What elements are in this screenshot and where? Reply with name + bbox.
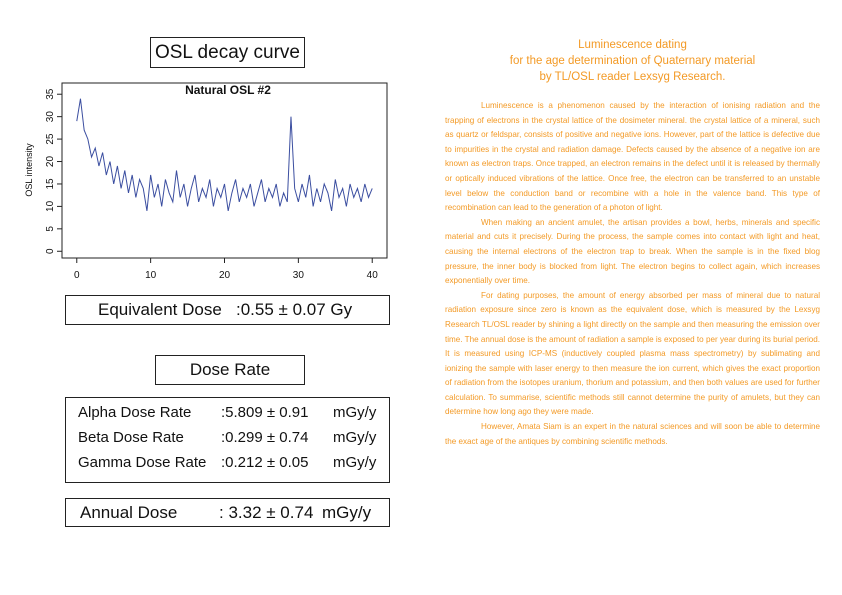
article-title: Luminescence dating for the age determina… — [445, 37, 820, 85]
y-tick-label: 15 — [45, 178, 56, 190]
dose-rate-title: Dose Rate — [155, 355, 305, 385]
dose-rate-table: Alpha Dose Rate :5.809 ± 0.91 mGy/y Beta Do… — [65, 397, 390, 483]
x-tick-label: 30 — [293, 270, 305, 281]
paragraph: For dating purposes, the amount of energ… — [445, 290, 820, 417]
y-axis-label: OSL intensity — [24, 143, 34, 197]
label: Alpha Dose Rate — [78, 404, 192, 421]
y-tick-label: 5 — [45, 226, 56, 232]
label: Beta Dose Rate — [78, 429, 184, 446]
plot-frame — [61, 82, 388, 259]
unit: mGy/y — [333, 454, 377, 471]
article-body: Luminescence is a phenomenon caused by t… — [445, 99, 820, 449]
value: :0.299 ± 0.74 — [221, 429, 309, 446]
panel-title: OSL decay curve — [150, 37, 305, 68]
y-tick-label: 35 — [45, 88, 56, 100]
label: Annual Dose — [80, 503, 178, 522]
y-tick-label: 25 — [45, 133, 56, 145]
title-line: Luminescence dating — [578, 39, 687, 51]
title-line: by TL/OSL reader Lexsyg Research. — [539, 71, 726, 83]
y-tick-label: 0 — [45, 248, 56, 254]
equivalent-dose: Equivalent Dose :0.55 ± 0.07 Gy — [65, 295, 390, 325]
y-tick-label: 30 — [45, 111, 56, 123]
paragraph: When making an ancient amulet, the artis… — [445, 217, 820, 286]
y-tick-label: 20 — [45, 156, 56, 168]
x-tick-label: 20 — [219, 270, 231, 281]
title-line: for the age determination of Quaternary … — [509, 55, 756, 67]
annual-dose: Annual Dose : 3.32 ± 0.74 mGy/y — [65, 498, 390, 527]
label: Gamma Dose Rate — [78, 454, 207, 471]
unit: mGy/y — [322, 503, 372, 522]
label: Equivalent Dose — [98, 300, 222, 319]
data-line — [76, 98, 373, 211]
value: :5.809 ± 0.91 — [221, 404, 309, 421]
paragraph: Luminescence is a phenomenon caused by t… — [445, 101, 820, 213]
x-tick-label: 10 — [145, 270, 157, 281]
value: :0.212 ± 0.05 — [221, 454, 309, 471]
y-tick-label: 10 — [45, 200, 56, 212]
unit: mGy/y — [333, 404, 377, 421]
chart: Natural OSL #2 OSL intensity 0 10 20 30 40 0 5… — [24, 82, 388, 281]
value: : 3.32 ± 0.74 — [219, 503, 314, 522]
x-tick-label: 40 — [367, 270, 379, 281]
value: :0.55 ± 0.07 Gy — [236, 300, 353, 319]
unit: mGy/y — [333, 429, 377, 446]
x-tick-label: 0 — [74, 270, 80, 281]
paragraph: However, Amata Siam is an expert in the … — [445, 422, 820, 446]
chart-title: Natural OSL #2 — [185, 83, 271, 97]
